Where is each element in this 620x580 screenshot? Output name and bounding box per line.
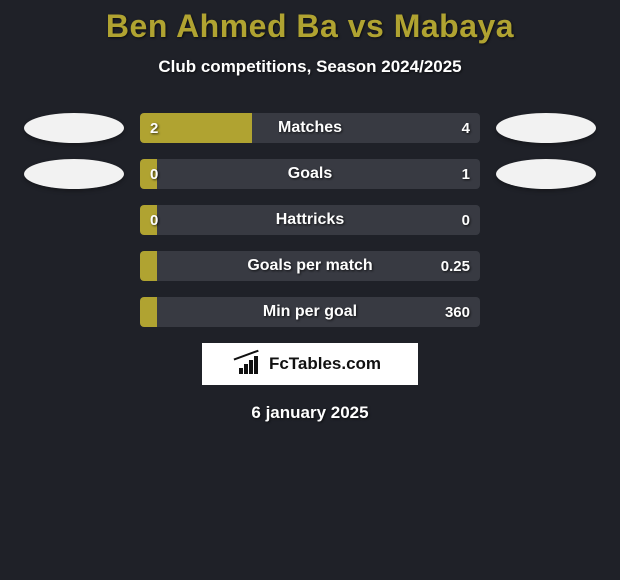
stat-label: Matches [140, 113, 480, 143]
stat-value-left: 0 [150, 159, 158, 189]
stat-value-left: 0 [150, 205, 158, 235]
team-indicator-right [496, 113, 596, 143]
stat-bar: Goals0 1 [140, 159, 480, 189]
stat-row: Goals per match0.25 [0, 251, 620, 281]
stat-bar: Goals per match0.25 [140, 251, 480, 281]
stat-value-right: 0 [462, 205, 470, 235]
stats-rows: Matches24Goals01Hattricks00Goals per mat… [0, 113, 620, 327]
team-indicator-right [496, 159, 596, 189]
subtitle: Club competitions, Season 2024/2025 [0, 57, 620, 77]
stat-value-right: 1 [462, 159, 470, 189]
chart-container: Ben Ahmed Ba vs Mabaya Club competitions… [0, 0, 620, 423]
team-indicator-left [24, 113, 124, 143]
chart-icon [239, 354, 263, 374]
stat-bar: Hattricks0 0 [140, 205, 480, 235]
stat-row: Goals0 1 [0, 159, 620, 189]
brand-text: FcTables.com [269, 354, 381, 374]
page-title: Ben Ahmed Ba vs Mabaya [0, 8, 620, 45]
stat-row: Matches2 4 [0, 113, 620, 143]
stat-label: Hattricks [140, 205, 480, 235]
stat-bar: Min per goal360 [140, 297, 480, 327]
stat-value-left: 2 [150, 113, 158, 143]
stat-bar: Matches2 4 [140, 113, 480, 143]
team-indicator-left [24, 159, 124, 189]
stat-value-right: 360 [445, 297, 470, 327]
brand-box[interactable]: FcTables.com [202, 343, 418, 385]
date-text: 6 january 2025 [0, 403, 620, 423]
stat-value-right: 0.25 [441, 251, 470, 281]
stat-label: Goals per match [140, 251, 480, 281]
stat-value-right: 4 [462, 113, 470, 143]
stat-row: Hattricks0 0 [0, 205, 620, 235]
stat-row: Min per goal360 [0, 297, 620, 327]
stat-label: Min per goal [140, 297, 480, 327]
stat-label: Goals [140, 159, 480, 189]
